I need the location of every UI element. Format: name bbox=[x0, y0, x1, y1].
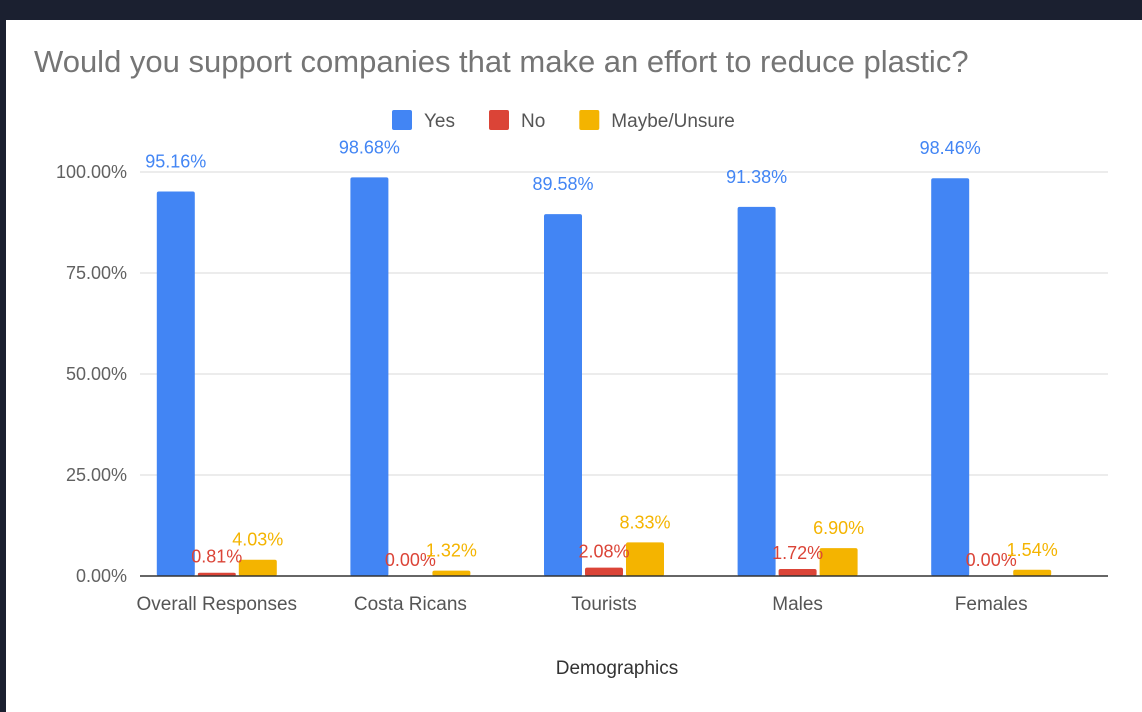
x-category-label: Costa Ricans bbox=[354, 594, 467, 615]
data-label: 98.46% bbox=[920, 138, 981, 158]
bar-yes bbox=[737, 206, 776, 576]
chart-bars bbox=[156, 177, 1052, 577]
bar-yes bbox=[544, 214, 582, 576]
chart-title: Would you support companies that make an… bbox=[34, 44, 969, 79]
bar-yes bbox=[156, 191, 195, 577]
chart-legend: Yes No Maybe/Unsure bbox=[392, 110, 735, 132]
y-tick-label: 0.00% bbox=[76, 566, 127, 586]
y-tick-label: 100.00% bbox=[56, 162, 127, 182]
data-label: 1.32% bbox=[426, 541, 477, 561]
bar-yes bbox=[350, 177, 389, 576]
bar-yes bbox=[931, 178, 970, 576]
chart-card: Would you support companies that make an… bbox=[6, 20, 1142, 712]
bar-no bbox=[778, 569, 817, 576]
data-label: 4.03% bbox=[232, 530, 283, 550]
x-category-label: Tourists bbox=[571, 594, 636, 615]
legend-swatch bbox=[392, 110, 412, 130]
data-label: 6.90% bbox=[813, 518, 864, 538]
x-category-label: Males bbox=[772, 594, 823, 615]
bar-maybe-unsure bbox=[238, 559, 277, 576]
data-label: 1.54% bbox=[1007, 540, 1058, 560]
bar-chart: Would you support companies that make an… bbox=[34, 44, 1108, 679]
data-label: 98.68% bbox=[339, 137, 400, 157]
data-label: 0.81% bbox=[191, 547, 242, 567]
y-axis-ticks: 0.00% 25.00% 50.00% 75.00% 100.00% bbox=[56, 162, 127, 586]
data-label: 0.00% bbox=[385, 550, 436, 570]
legend-swatch bbox=[579, 110, 600, 130]
data-label: 2.08% bbox=[578, 542, 629, 562]
x-axis-title: Demographics bbox=[556, 658, 679, 679]
bar-maybe-unsure bbox=[626, 542, 664, 576]
data-label: 1.72% bbox=[772, 543, 823, 563]
legend-label: Yes bbox=[424, 111, 455, 132]
legend-swatch bbox=[489, 110, 509, 130]
bar-maybe-unsure bbox=[819, 548, 858, 576]
legend-label: No bbox=[521, 111, 545, 132]
bar-no bbox=[585, 567, 623, 576]
data-label: 95.16% bbox=[145, 152, 206, 172]
data-labels: 95.16%0.81%4.03%98.68%0.00%1.32%89.58%2.… bbox=[145, 137, 1057, 570]
data-label: 0.00% bbox=[966, 550, 1017, 570]
x-category-label: Overall Responses bbox=[137, 594, 298, 615]
bar-no bbox=[197, 572, 236, 576]
bar-maybe-unsure bbox=[432, 570, 471, 576]
x-axis-categories: Overall Responses Costa Ricans Tourists Mal… bbox=[137, 594, 1028, 615]
y-tick-label: 75.00% bbox=[66, 263, 127, 283]
x-category-label: Females bbox=[955, 594, 1028, 615]
data-label: 91.38% bbox=[726, 167, 787, 187]
legend-label: Maybe/Unsure bbox=[611, 111, 735, 132]
y-tick-label: 50.00% bbox=[66, 364, 127, 384]
data-label: 89.58% bbox=[532, 174, 593, 194]
bar-maybe-unsure bbox=[1013, 569, 1052, 576]
y-tick-label: 25.00% bbox=[66, 465, 127, 485]
data-label: 8.33% bbox=[619, 512, 670, 532]
